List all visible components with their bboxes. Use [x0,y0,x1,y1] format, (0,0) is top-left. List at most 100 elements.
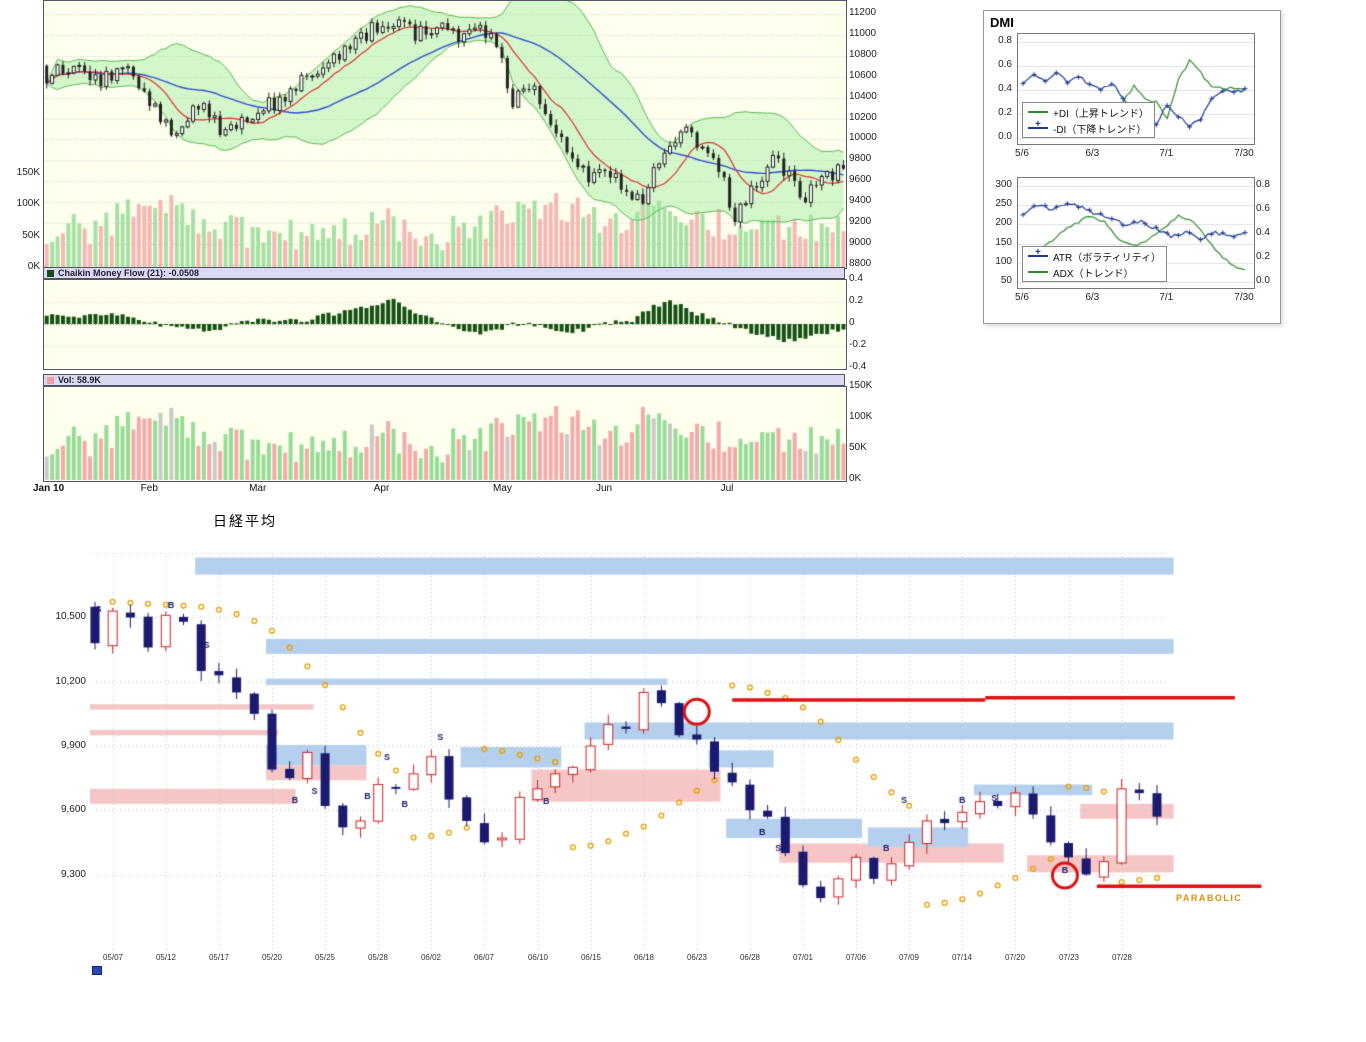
price-axis-tick: 10200 [849,112,877,123]
nikkei-date-tick: 07/09 [898,953,920,962]
di-axis-tick: 0.8 [998,35,1012,46]
month-label: Feb [140,483,158,494]
di-axis-tick: 0.0 [998,131,1012,142]
nikkei-date-tick: 05/07 [102,953,124,962]
di-date-tick: 5/6 [1015,148,1029,159]
adx-axis-tick: 0.4 [1256,227,1270,238]
price-axis-tick: 9400 [849,195,872,206]
atr-axis-tick: 100 [995,256,1012,267]
nikkei-date-tick: 06/07 [473,953,495,962]
volume-label: Vol: 58.9K [58,375,101,385]
price-axis-tick: 8800 [849,258,872,269]
volume-header: Vol: 58.9K [43,374,845,386]
price-axis-tick: 11000 [849,28,877,39]
legend-marker-square [92,966,102,975]
nikkei-date-tick: 06/10 [527,953,549,962]
adx-legend-row: ADX（トレンド） [1028,264,1161,280]
price-axis-tick: 10400 [849,91,877,102]
nikkei-date-tick: 07/20 [1004,953,1026,962]
cmf-icon [47,269,54,277]
atr-axis-tick: 200 [995,217,1012,228]
cmf-axis-tick: -0.2 [849,339,867,350]
nikkei-date-tick: 07/23 [1058,953,1080,962]
month-label: Mar [249,483,267,494]
di-legend: +DI（上昇トレンド） -DI（下降トレンド） [1022,102,1155,138]
parabolic-label: PARABOLIC [1176,893,1243,903]
minus-di-legend-row: -DI（下降トレンド） [1028,119,1149,136]
nikkei-date-tick: 05/12 [155,953,177,962]
adx-axis-tick: 0.8 [1256,179,1270,190]
atr-legend-label: ATR（ボラティリティ） [1053,252,1162,264]
nikkei-date-tick: 05/25 [314,953,336,962]
di-axis-tick: 0.6 [998,59,1012,70]
price-axis-tick: 10800 [849,49,877,60]
plus-di-legend-row: +DI（上昇トレンド） [1028,104,1149,120]
nikkei-chart-canvas [90,550,1270,975]
nikkei-chart-title: 日経平均 [213,513,277,529]
price-axis-tick: 9000 [849,237,872,248]
nikkei-price-tick: 9,600 [60,804,86,815]
volume-overlay-axis-tick: 150K [16,167,40,178]
atr-date-tick: 7/30 [1234,292,1254,303]
adx-axis-tick: 0.0 [1256,275,1270,286]
volume-icon [47,376,54,384]
atr-date-tick: 6/3 [1085,292,1100,303]
price-axis-tick: 10000 [849,132,877,143]
atr-axis-tick: 250 [995,198,1012,209]
cmf-axis-tick: -0.4 [849,361,867,372]
nikkei-date-tick: 06/28 [739,953,761,962]
nikkei-date-tick: 05/20 [261,953,283,962]
cmf-axis-tick: 0 [849,317,855,328]
atr-axis-tick: 300 [995,179,1012,190]
cmf-axis-tick: 0.4 [849,273,863,284]
di-date-tick: 7/1 [1159,148,1174,159]
price-axis-tick: 9600 [849,174,872,185]
adx-legend-label: ADX（トレンド） [1053,268,1134,280]
nikkei-price-tick: 9,900 [60,740,86,751]
month-label: Jan 10 [33,483,65,494]
price-axis-tick: 9800 [849,153,872,164]
month-label: Jun [595,483,613,494]
volume-axis-tick: 0K [849,473,862,484]
nikkei-date-tick: 05/28 [367,953,389,962]
nikkei-date-tick: 06/18 [633,953,655,962]
minus-di-legend-label: -DI（下降トレンド） [1053,124,1147,136]
nikkei-date-tick: 07/01 [792,953,814,962]
minus-di-line-sample [1028,119,1048,130]
di-date-tick: 7/30 [1234,148,1254,159]
month-label: Apr [373,483,390,494]
adx-line-sample [1028,271,1048,273]
nikkei-price-tick: 10,500 [55,611,86,622]
atr-axis-tick: 150 [995,237,1012,248]
cmf-label: Chaikin Money Flow (21): -0.0508 [58,268,200,278]
atr-adx-legend: ATR（ボラティリティ） ADX（トレンド） [1022,246,1168,282]
atr-line-sample [1028,247,1048,258]
nikkei-date-tick: 07/06 [845,953,867,962]
atr-date-tick: 7/1 [1159,292,1174,303]
volume-chart-canvas [43,386,847,482]
nikkei-date-tick: 06/15 [580,953,602,962]
nikkei-date-tick: 07/28 [1111,953,1133,962]
month-label: May [492,483,512,494]
plus-di-legend-label: +DI（上昇トレンド） [1053,108,1149,120]
dmi-title: DMI [990,15,1014,30]
di-date-tick: 6/3 [1085,148,1100,159]
nikkei-date-tick: 07/14 [951,953,973,962]
volume-axis-tick: 100K [849,411,873,422]
atr-legend-row: ATR（ボラティリティ） [1028,247,1162,264]
cmf-axis-tick: 0.2 [849,295,863,306]
price-chart-canvas [43,0,847,269]
di-axis-tick: 0.2 [998,107,1012,118]
volume-axis-tick: 150K [849,380,873,391]
price-axis-tick: 11200 [849,7,877,18]
month-label: Jul [720,483,734,494]
price-axis-tick: 10600 [849,70,877,81]
cmf-header: Chaikin Money Flow (21): -0.0508 [43,267,845,279]
nikkei-date-tick: 06/02 [420,953,442,962]
plus-di-line-sample [1028,111,1048,113]
cmf-chart-canvas [43,279,847,370]
atr-axis-tick: 50 [1000,275,1012,286]
nikkei-date-tick: 05/17 [208,953,230,962]
price-axis-tick: 9200 [849,216,872,227]
volume-axis-tick: 50K [849,442,867,453]
